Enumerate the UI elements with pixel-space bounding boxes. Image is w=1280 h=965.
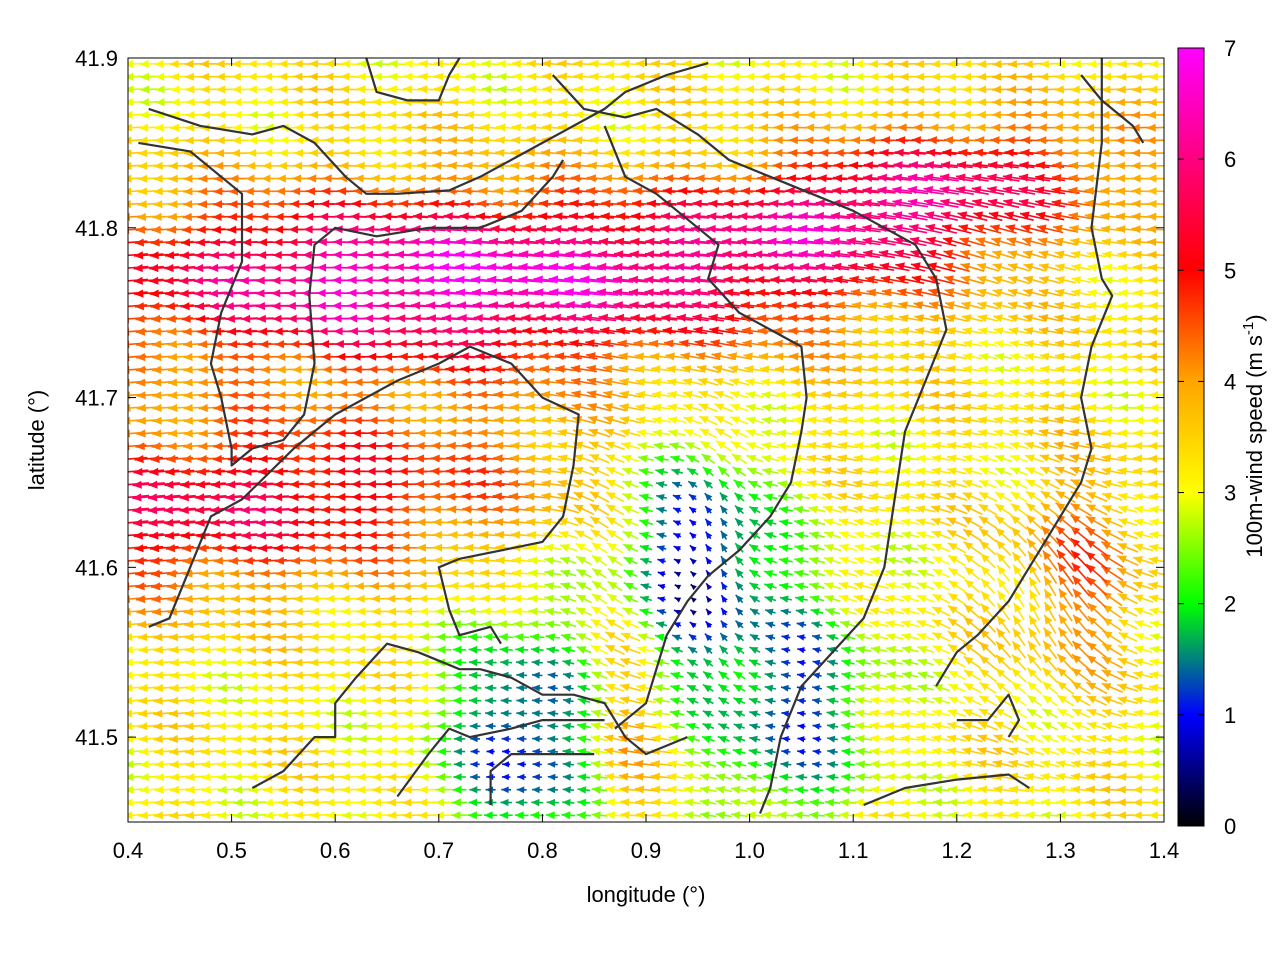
colorbar-tick-label: 4 bbox=[1224, 369, 1236, 394]
colorbar-tick-label: 1 bbox=[1224, 703, 1236, 728]
colorbar-tick-label: 2 bbox=[1224, 592, 1236, 617]
x-tick-label: 0.7 bbox=[424, 838, 455, 863]
x-tick-label: 0.5 bbox=[216, 838, 247, 863]
x-tick-label: 0.9 bbox=[631, 838, 662, 863]
colorbar-tick-label: 3 bbox=[1224, 481, 1236, 506]
x-tick-label: 0.6 bbox=[320, 838, 351, 863]
x-tick-label: 1.1 bbox=[838, 838, 869, 863]
colorbar bbox=[1178, 48, 1204, 826]
x-tick-label: 1.2 bbox=[942, 838, 973, 863]
x-tick-label: 1.0 bbox=[734, 838, 765, 863]
x-tick-label: 0.4 bbox=[113, 838, 144, 863]
x-tick-label: 1.4 bbox=[1149, 838, 1180, 863]
y-tick-label: 41.7 bbox=[75, 386, 118, 411]
colorbar-tick-label: 6 bbox=[1224, 147, 1236, 172]
x-tick-label: 0.8 bbox=[527, 838, 558, 863]
colorbar-tick-label: 7 bbox=[1224, 36, 1236, 61]
colorbar-tick-label: 5 bbox=[1224, 258, 1236, 283]
x-axis-label: longitude (°) bbox=[587, 882, 706, 907]
y-tick-label: 41.5 bbox=[75, 725, 118, 750]
y-tick-label: 41.6 bbox=[75, 555, 118, 580]
colorbar-tick-label: 0 bbox=[1224, 814, 1236, 839]
colorbar-label: 100m-wind speed (m s-1) bbox=[1240, 314, 1267, 557]
y-tick-label: 41.8 bbox=[75, 216, 118, 241]
colorbar-label-superscript: -1 bbox=[1240, 322, 1257, 335]
y-axis-label: latitude (°) bbox=[24, 390, 49, 491]
y-tick-label: 41.9 bbox=[75, 46, 118, 71]
x-tick-label: 1.3 bbox=[1045, 838, 1076, 863]
